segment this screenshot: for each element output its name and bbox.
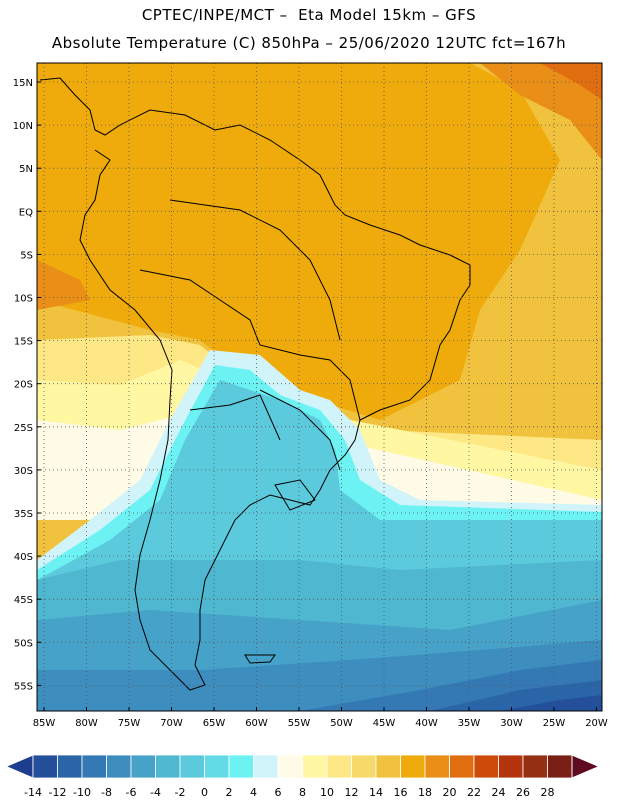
colorbar-swatch — [253, 754, 279, 779]
colorbar-swatch — [57, 754, 83, 779]
lat-label: 15S — [14, 337, 33, 348]
lat-label: 30S — [14, 466, 33, 477]
colorbar-left-arrow — [4, 754, 34, 779]
lon-label: 40W — [415, 718, 438, 729]
map-frame — [36, 62, 603, 712]
lon-label: 60W — [245, 718, 268, 729]
colorbar-label: 18 — [418, 786, 432, 799]
colorbar-swatch — [400, 754, 426, 779]
colorbar-label: 24 — [492, 786, 506, 799]
colorbar-swatch — [522, 754, 548, 779]
lon-label: 85W — [33, 718, 56, 729]
lon-label: 25W — [543, 718, 566, 729]
colorbar-label: 2 — [226, 786, 233, 799]
lat-label: 55S — [14, 681, 33, 692]
map-title-line1: CPTEC/INPE/MCT – Eta Model 15km – GFS — [141, 6, 477, 24]
lat-label: 5N — [19, 164, 33, 175]
graticule — [37, 63, 602, 711]
colorbar-label: 14 — [369, 786, 383, 799]
colorbar-label: 22 — [467, 786, 481, 799]
colorbar-swatch — [424, 754, 450, 779]
colorbar-swatch — [473, 754, 499, 779]
colorbar-swatch — [81, 754, 107, 779]
colorbar-swatch — [547, 754, 573, 779]
colorbar-label: 10 — [320, 786, 334, 799]
colorbar-swatch — [106, 754, 132, 779]
colorbar-label: 8 — [299, 786, 306, 799]
colorbar-label: -8 — [101, 786, 112, 799]
colorbar — [4, 754, 601, 779]
lon-label: 65W — [203, 718, 226, 729]
colorbar-swatch — [375, 754, 401, 779]
colorbar-swatch — [498, 754, 524, 779]
lon-label: 70W — [160, 718, 183, 729]
lat-label: EQ — [19, 207, 33, 218]
colorbar-swatch — [204, 754, 230, 779]
colorbar-swatch — [179, 754, 205, 779]
colorbar-swatch — [228, 754, 254, 779]
lon-label: 80W — [75, 718, 98, 729]
lon-label: 75W — [118, 718, 141, 729]
lon-label: 45W — [373, 718, 396, 729]
lon-label: 50W — [330, 718, 353, 729]
lat-label: 20S — [14, 380, 33, 391]
lon-label: 30W — [500, 718, 523, 729]
lat-label: 5S — [20, 250, 33, 261]
colorbar-swatch — [351, 754, 377, 779]
colorbar-label: 20 — [443, 786, 457, 799]
lat-label: 45S — [14, 595, 33, 606]
colorbar-swatch — [130, 754, 156, 779]
lon-label: 55W — [288, 718, 311, 729]
colorbar-swatch — [326, 754, 352, 779]
lat-label: 35S — [14, 509, 33, 520]
map-title-line2: Absolute Temperature (C) 850hPa – 25/06/… — [51, 34, 567, 52]
colorbar-swatch — [449, 754, 475, 779]
colorbar-label: -12 — [49, 786, 67, 799]
colorbar-label: 4 — [250, 786, 257, 799]
lat-label: 10S — [14, 294, 33, 305]
colorbar-label: -2 — [175, 786, 186, 799]
temperature-field — [37, 63, 602, 711]
colorbar-label: -6 — [126, 786, 137, 799]
lon-label: 35W — [458, 718, 481, 729]
colorbar-label: 0 — [201, 786, 208, 799]
colorbar-label: -10 — [73, 786, 91, 799]
colorbar-label: 12 — [345, 786, 359, 799]
lat-label: 25S — [14, 423, 33, 434]
colorbar-label: -4 — [150, 786, 161, 799]
coastlines — [39, 77, 471, 691]
colorbar-right-arrow — [571, 754, 601, 779]
colorbar-label: 28 — [541, 786, 555, 799]
lon-label: 20W — [585, 718, 608, 729]
lat-label: 40S — [14, 552, 33, 563]
lat-label: 15N — [13, 78, 33, 89]
colorbar-swatch — [277, 754, 303, 779]
colorbar-swatch — [302, 754, 328, 779]
lat-label: 50S — [14, 638, 33, 649]
lat-label: 10N — [13, 121, 33, 132]
colorbar-label: 6 — [275, 786, 282, 799]
colorbar-label: 26 — [516, 786, 530, 799]
colorbar-swatch — [155, 754, 181, 779]
colorbar-swatch — [32, 754, 58, 779]
colorbar-label: 16 — [394, 786, 408, 799]
colorbar-label: -14 — [24, 786, 42, 799]
